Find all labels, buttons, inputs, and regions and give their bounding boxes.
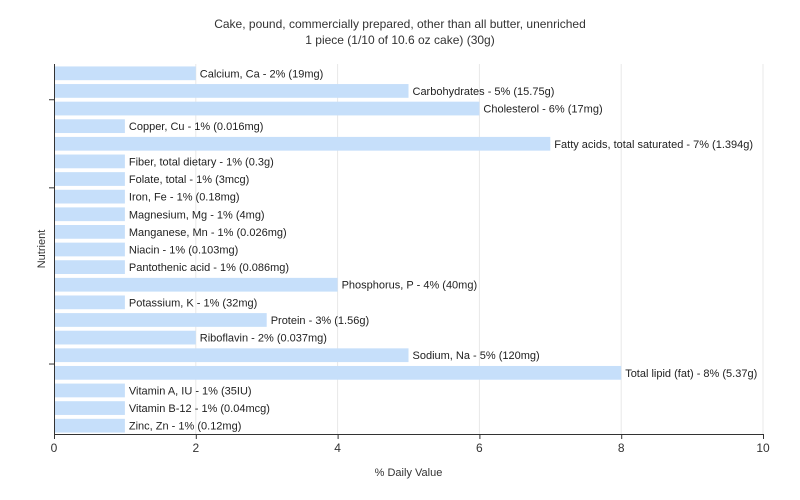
- chart-subtitle: 1 piece (1/10 of 10.6 oz cake) (30g): [305, 33, 495, 47]
- x-tick-label: 10: [756, 441, 770, 455]
- bar-label: Protein - 3% (1.56g): [271, 315, 369, 327]
- bar: [55, 225, 125, 239]
- bar-label: Calcium, Ca - 2% (19mg): [200, 68, 323, 80]
- bar-label: Pantothenic acid - 1% (0.086mg): [129, 262, 289, 274]
- bar: [55, 101, 480, 116]
- bar-label: Vitamin B-12 - 1% (0.04mcg): [129, 403, 270, 415]
- x-tick-label: 2: [192, 441, 199, 455]
- bar-label: Niacin - 1% (0.103mg): [129, 245, 238, 257]
- bar-label: Potassium, K - 1% (32mg): [129, 297, 257, 309]
- bar-label: Fatty acids, total saturated - 7% (1.394…: [554, 139, 753, 151]
- bar: [55, 136, 551, 151]
- x-tick-label: 0: [51, 441, 58, 455]
- bar: [55, 330, 196, 345]
- bar-label: Folate, total - 1% (3mcg): [129, 174, 249, 186]
- bar: [55, 119, 125, 134]
- bar: [55, 84, 409, 98]
- bar-label: Sodium, Na - 5% (120mg): [413, 350, 540, 362]
- bar-label: Riboflavin - 2% (0.037mg): [200, 333, 327, 345]
- bar-label: Vitamin A, IU - 1% (35IU): [129, 385, 252, 397]
- bar: [55, 383, 125, 398]
- bar-label: Iron, Fe - 1% (0.18mg): [129, 192, 240, 204]
- bar: [55, 401, 125, 415]
- x-tick-label: 4: [334, 441, 341, 455]
- x-axis-title: % Daily Value: [375, 467, 443, 479]
- bar-label: Cholesterol - 6% (17mg): [483, 104, 602, 116]
- bar: [55, 348, 409, 363]
- bar-label: Magnesium, Mg - 1% (4mg): [129, 209, 265, 221]
- bar-label: Manganese, Mn - 1% (0.026mg): [129, 227, 287, 239]
- bar-label: Carbohydrates - 5% (15.75g): [413, 86, 555, 98]
- bar: [55, 242, 125, 257]
- bar: [55, 207, 125, 222]
- bar-label: Phosphorus, P - 4% (40mg): [342, 280, 478, 292]
- bar: [55, 313, 267, 327]
- bar-label: Fiber, total dietary - 1% (0.3g): [129, 156, 274, 168]
- bar: [55, 365, 622, 380]
- bar: [55, 66, 196, 81]
- bar: [55, 277, 338, 292]
- x-tick-label: 8: [618, 441, 625, 455]
- chart-title: Cake, pound, commercially prepared, othe…: [214, 17, 586, 31]
- bar: [55, 154, 125, 169]
- y-axis-title: Nutrient: [36, 230, 48, 269]
- bar-label: Zinc, Zn - 1% (0.12mg): [129, 421, 241, 433]
- bar-label: Total lipid (fat) - 8% (5.37g): [625, 368, 757, 380]
- bar: [55, 418, 125, 433]
- bar: [55, 260, 125, 274]
- bar-label: Copper, Cu - 1% (0.016mg): [129, 121, 264, 133]
- bar: [55, 172, 125, 186]
- x-tick-label: 6: [476, 441, 483, 455]
- bar: [55, 295, 125, 310]
- bar: [55, 189, 125, 204]
